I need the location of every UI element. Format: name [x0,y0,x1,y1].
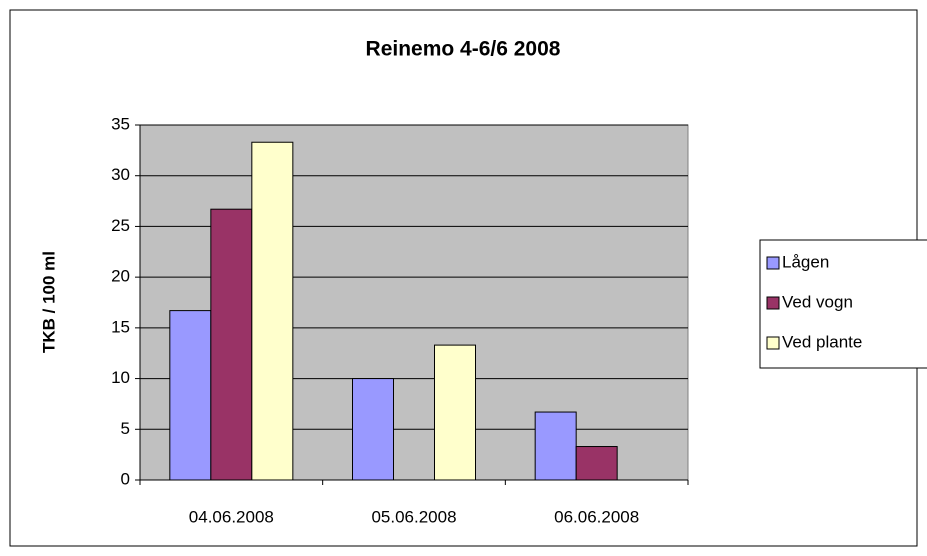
y-tick-label: 35 [111,114,130,133]
y-tick-label: 0 [121,469,130,488]
y-tick-label: 25 [111,216,130,235]
legend-label: Ved vogn [782,292,853,311]
legend-swatch [766,296,780,310]
legend-swatch [766,336,780,350]
bar [210,208,253,481]
legend-label: Ved plante [782,332,862,351]
x-tick-label: 05.06.2008 [371,507,456,526]
y-tick-label: 20 [111,267,130,286]
bar [434,344,476,481]
y-tick-label: 5 [121,419,130,438]
bar [534,411,577,481]
bar [575,446,618,481]
bar [251,141,294,481]
x-tick-label: 04.06.2008 [189,507,274,526]
x-tick-label: 06.06.2008 [554,507,639,526]
legend-box [759,239,927,369]
y-tick-label: 10 [111,368,130,387]
legend-label: Lågen [782,252,829,271]
y-tick-label: 15 [111,317,130,336]
bar [169,310,212,481]
legend-swatch [766,256,780,270]
y-axis-label: TKB / 100 ml [39,251,58,353]
y-tick-label: 30 [111,165,130,184]
chart-title: Reinemo 4-6/6 2008 [366,38,561,61]
bar [352,378,394,481]
